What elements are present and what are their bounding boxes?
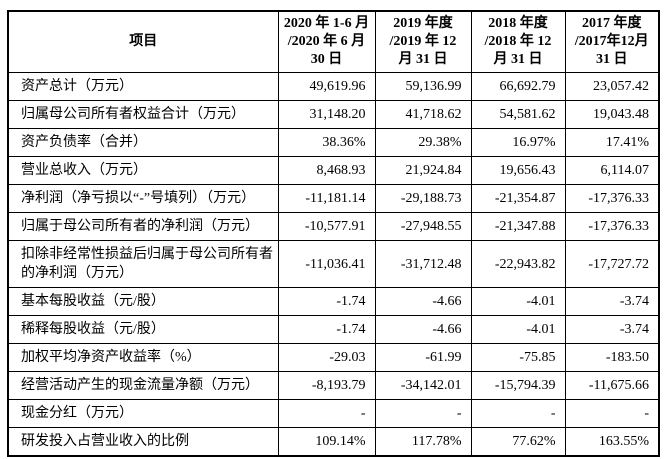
table-row-cash-dividend: 现金分红（万元） - - - -	[7, 399, 660, 428]
value-cell: -27,948.55	[374, 212, 472, 241]
value-cell: 16.97%	[470, 128, 566, 157]
value-cell: -22,943.82	[470, 240, 566, 288]
financial-summary-table: 项目 2020 年 1-6 月 /2020 年 6 月 30 日 2019 年度…	[7, 10, 660, 457]
value-cell: -75.85	[470, 343, 566, 372]
row-label: 资产总计（万元）	[7, 72, 279, 101]
value-cell: 38.36%	[277, 128, 376, 157]
table-row-parent-equity: 归属母公司所有者权益合计（万元） 31,148.20 41,718.62 54,…	[7, 100, 660, 129]
value-cell: 77.62%	[470, 427, 566, 457]
value-cell: -8,193.79	[277, 371, 376, 400]
column-header-2017: 2017 年度 /2017年12月 31 日	[564, 10, 660, 73]
value-cell: -17,376.33	[564, 212, 660, 241]
row-label: 扣除非经常性损益后归属于母公司所有者的净利润（万元）	[7, 240, 279, 288]
row-label: 净利润（净亏损以“-”号填列）（万元）	[7, 184, 279, 213]
value-cell: 23,057.42	[564, 72, 660, 101]
value-cell: -21,354.87	[470, 184, 566, 213]
row-label: 基本每股收益（元/股）	[7, 287, 279, 316]
row-label: 稀释每股收益（元/股）	[7, 315, 279, 344]
value-cell: 21,924.84	[374, 156, 472, 185]
value-cell: -	[277, 399, 376, 428]
row-label: 营业总收入（万元）	[7, 156, 279, 185]
value-cell: 117.78%	[374, 427, 472, 457]
value-cell: -34,142.01	[374, 371, 472, 400]
value-cell: 109.14%	[277, 427, 376, 457]
row-label: 现金分红（万元）	[7, 399, 279, 428]
row-label: 经营活动产生的现金流量净额（万元）	[7, 371, 279, 400]
value-cell: 29.38%	[374, 128, 472, 157]
table-row-operating-cash-flow: 经营活动产生的现金流量净额（万元） -8,193.79 -34,142.01 -…	[7, 371, 660, 400]
value-cell: 163.55%	[564, 427, 660, 457]
row-label: 归属母公司所有者权益合计（万元）	[7, 100, 279, 129]
table-row-debt-ratio: 资产负债率（合并） 38.36% 29.38% 16.97% 17.41%	[7, 128, 660, 157]
table-row-total-revenue: 营业总收入（万元） 8,468.93 21,924.84 19,656.43 6…	[7, 156, 660, 185]
value-cell: 66,692.79	[470, 72, 566, 101]
value-cell: -17,376.33	[564, 184, 660, 213]
value-cell: -10,577.91	[277, 212, 376, 241]
value-cell: -4.66	[374, 315, 472, 344]
table-row-diluted-eps: 稀释每股收益（元/股） -1.74 -4.66 -4.01 -3.74	[7, 315, 660, 344]
row-label: 资产负债率（合并）	[7, 128, 279, 157]
value-cell: -29,188.73	[374, 184, 472, 213]
value-cell: 17.41%	[564, 128, 660, 157]
value-cell: 31,148.20	[277, 100, 376, 129]
row-label: 归属于母公司所有者的净利润（万元）	[7, 212, 279, 241]
value-cell: -29.03	[277, 343, 376, 372]
value-cell: -	[564, 399, 660, 428]
row-label: 加权平均净资产收益率（%）	[7, 343, 279, 372]
table-row-net-profit: 净利润（净亏损以“-”号填列）（万元） -11,181.14 -29,188.7…	[7, 184, 660, 213]
value-cell: 54,581.62	[470, 100, 566, 129]
value-cell: -183.50	[564, 343, 660, 372]
table-row-basic-eps: 基本每股收益（元/股） -1.74 -4.66 -4.01 -3.74	[7, 287, 660, 316]
value-cell: -4.01	[470, 287, 566, 316]
value-cell: -4.01	[470, 315, 566, 344]
value-cell: 59,136.99	[374, 72, 472, 101]
column-header-2019: 2019 年度 /2019 年 12 月 31 日	[374, 10, 472, 73]
table-row-weighted-avg-roe: 加权平均净资产收益率（%） -29.03 -61.99 -75.85 -183.…	[7, 343, 660, 372]
row-label: 研发投入占营业收入的比例	[7, 427, 279, 457]
value-cell: -21,347.88	[470, 212, 566, 241]
table-row-net-profit-parent: 归属于母公司所有者的净利润（万元） -10,577.91 -27,948.55 …	[7, 212, 660, 241]
value-cell: 19,656.43	[470, 156, 566, 185]
value-cell: -	[374, 399, 472, 428]
value-cell: 19,043.48	[564, 100, 660, 129]
value-cell: -11,181.14	[277, 184, 376, 213]
column-header-item: 项目	[7, 10, 279, 73]
value-cell: 49,619.96	[277, 72, 376, 101]
value-cell: -	[470, 399, 566, 428]
value-cell: -11,036.41	[277, 240, 376, 288]
value-cell: 8,468.93	[277, 156, 376, 185]
column-header-2018: 2018 年度 /2018 年 12 月 31 日	[470, 10, 566, 73]
value-cell: 6,114.07	[564, 156, 660, 185]
column-header-2020: 2020 年 1-6 月 /2020 年 6 月 30 日	[277, 10, 376, 73]
value-cell: -3.74	[564, 315, 660, 344]
value-cell: -31,712.48	[374, 240, 472, 288]
table-row-net-profit-excl-nonrecurring: 扣除非经常性损益后归属于母公司所有者的净利润（万元） -11,036.41 -3…	[7, 240, 660, 288]
header-row: 项目 2020 年 1-6 月 /2020 年 6 月 30 日 2019 年度…	[7, 10, 660, 73]
table-row-rd-revenue-ratio: 研发投入占营业收入的比例 109.14% 117.78% 77.62% 163.…	[7, 427, 660, 457]
value-cell: -15,794.39	[470, 371, 566, 400]
value-cell: -4.66	[374, 287, 472, 316]
value-cell: -1.74	[277, 315, 376, 344]
value-cell: -61.99	[374, 343, 472, 372]
value-cell: -11,675.66	[564, 371, 660, 400]
value-cell: -1.74	[277, 287, 376, 316]
table-row-total-assets: 资产总计（万元） 49,619.96 59,136.99 66,692.79 2…	[7, 72, 660, 101]
value-cell: -17,727.72	[564, 240, 660, 288]
value-cell: 41,718.62	[374, 100, 472, 129]
value-cell: -3.74	[564, 287, 660, 316]
